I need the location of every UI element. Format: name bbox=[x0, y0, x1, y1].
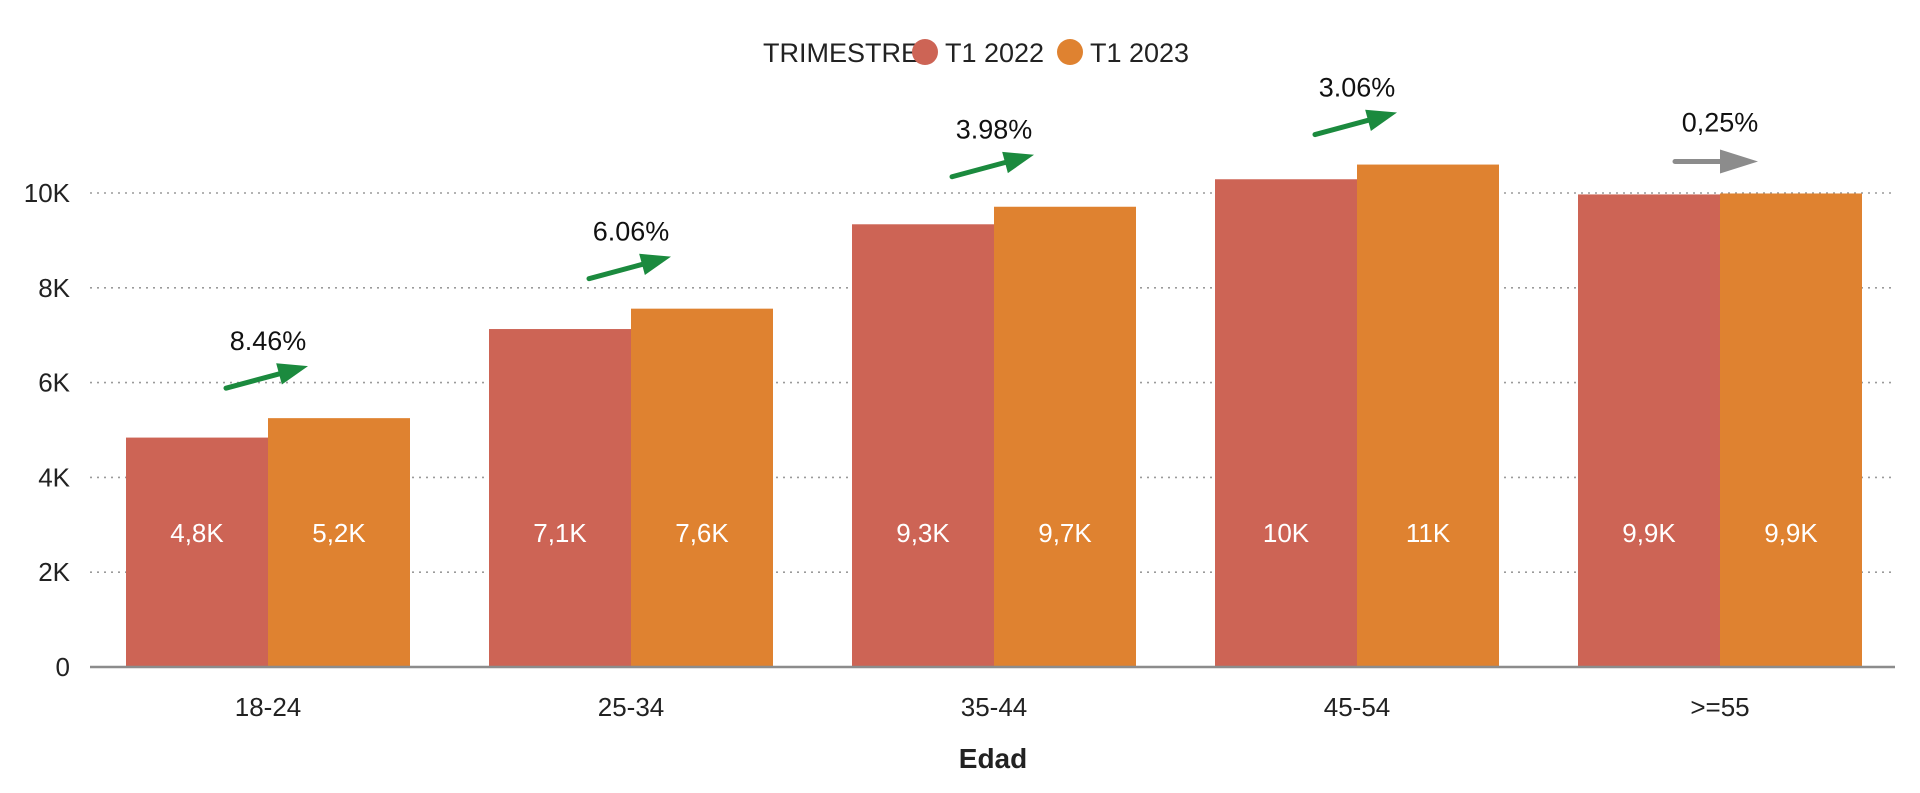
change-annotations: 8.46% 6.06% 3.98% 3.06% 0,25% bbox=[223, 73, 1759, 391]
legend-label: T1 2023 bbox=[1090, 38, 1189, 68]
bar-value-label: 9,9K bbox=[1764, 518, 1818, 548]
y-axis: 0 2K 4K 6K 8K 10K bbox=[24, 178, 71, 682]
legend-swatch bbox=[912, 39, 938, 65]
bar-value-label: 9,7K bbox=[1038, 518, 1092, 548]
arrow-up-right-icon bbox=[1312, 109, 1397, 138]
bar-value-label: 5,2K bbox=[312, 518, 366, 548]
legend: TRIMESTRE T1 2022 T1 2023 bbox=[763, 38, 1189, 68]
bar bbox=[631, 308, 773, 667]
y-tick-label: 10K bbox=[24, 178, 71, 208]
x-axis: 18-24 25-34 35-44 45-54 >=55 bbox=[90, 665, 1895, 722]
change-label: 8.46% bbox=[230, 326, 307, 356]
bar bbox=[268, 418, 410, 667]
x-axis-title: Edad bbox=[959, 743, 1027, 774]
bar bbox=[126, 437, 268, 667]
bar-value-label: 10K bbox=[1263, 518, 1310, 548]
bar-value-label: 11K bbox=[1406, 518, 1451, 548]
bars: 4,8K 5,2K 7,1K 7,6K 9,3K 9,7K 10K 11K 9,9K 9,9K bbox=[126, 164, 1862, 667]
x-tick-label: 35-44 bbox=[961, 692, 1028, 722]
x-tick-label: >=55 bbox=[1690, 692, 1749, 722]
bar bbox=[994, 206, 1136, 667]
change-label: 6.06% bbox=[593, 217, 670, 247]
y-tick-label: 2K bbox=[38, 557, 70, 587]
legend-label: T1 2022 bbox=[945, 38, 1044, 68]
y-tick-label: 4K bbox=[38, 462, 70, 492]
bar-value-label: 7,1K bbox=[533, 518, 587, 548]
arrow-up-right-icon bbox=[586, 253, 671, 282]
x-tick-label: 25-34 bbox=[598, 692, 665, 722]
bar-value-label: 9,3K bbox=[896, 518, 950, 548]
bar-value-label: 7,6K bbox=[675, 518, 729, 548]
arrow-up-right-icon bbox=[223, 363, 308, 391]
bar bbox=[489, 329, 631, 667]
bar bbox=[1578, 194, 1720, 667]
y-tick-label: 6K bbox=[38, 368, 70, 398]
bar bbox=[1720, 193, 1862, 667]
bar bbox=[852, 224, 994, 667]
y-tick-label: 8K bbox=[38, 273, 70, 303]
legend-swatch bbox=[1057, 39, 1083, 65]
x-tick-label: 45-54 bbox=[1324, 692, 1391, 722]
bar bbox=[1357, 164, 1499, 667]
change-label: 0,25% bbox=[1682, 107, 1759, 137]
arrow-right-icon bbox=[1672, 149, 1758, 174]
bar-value-label: 9,9K bbox=[1622, 518, 1676, 548]
bar-value-label: 4,8K bbox=[170, 518, 224, 548]
change-label: 3.06% bbox=[1319, 73, 1396, 103]
change-label: 3.98% bbox=[956, 115, 1033, 145]
y-tick-label: 0 bbox=[56, 652, 70, 682]
x-tick-label: 18-24 bbox=[235, 692, 302, 722]
legend-title: TRIMESTRE bbox=[763, 38, 919, 68]
arrow-up-right-icon bbox=[949, 151, 1034, 180]
bar bbox=[1215, 179, 1357, 667]
